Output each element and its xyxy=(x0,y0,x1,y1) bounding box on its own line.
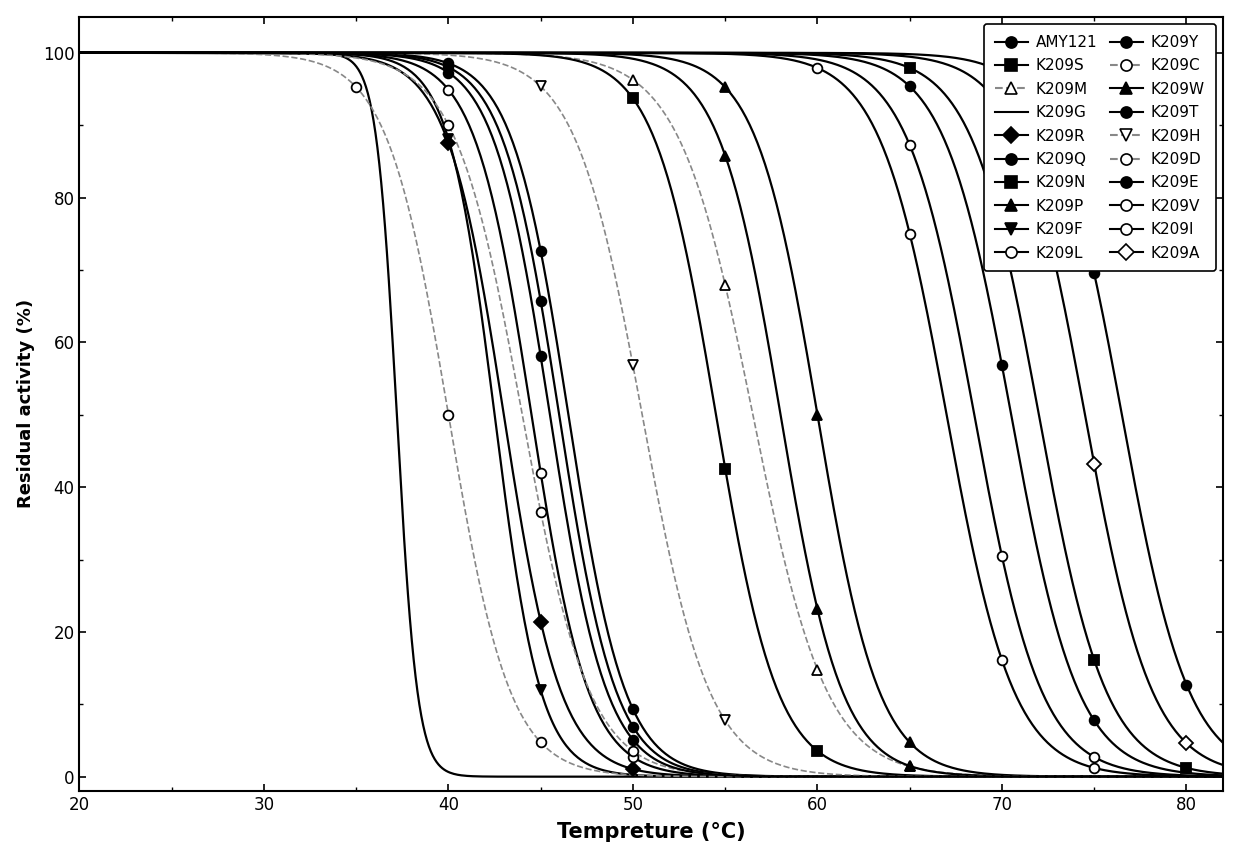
X-axis label: Tempreture (°C): Tempreture (°C) xyxy=(557,822,745,843)
Legend: AMY121, K209S, K209M, K209G, K209R, K209Q, K209N, K209P, K209F, K209L, K209Y, K2: AMY121, K209S, K209M, K209G, K209R, K209… xyxy=(983,24,1215,271)
Y-axis label: Residual activity (%): Residual activity (%) xyxy=(16,299,35,509)
